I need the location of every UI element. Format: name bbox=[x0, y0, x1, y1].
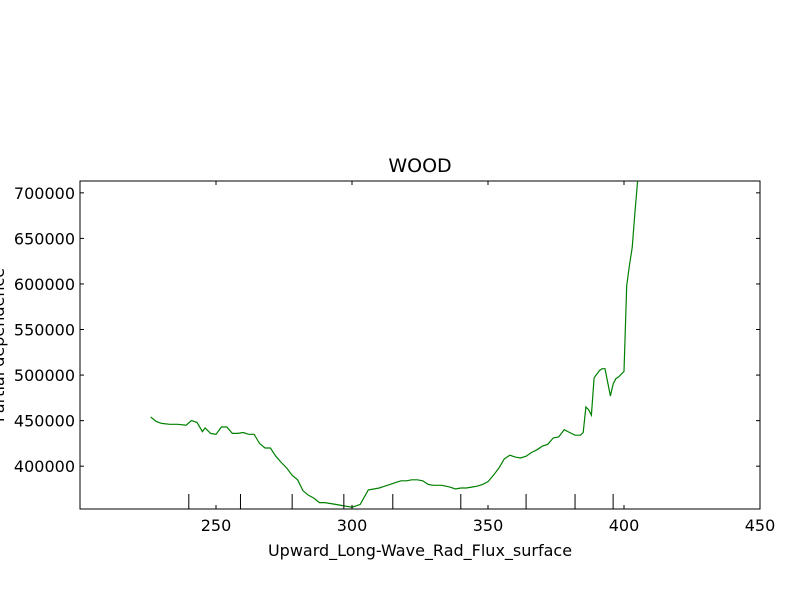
y-tick-label: 450000 bbox=[14, 412, 75, 431]
series-line bbox=[150, 181, 639, 508]
x-tick-label: 450 bbox=[745, 516, 776, 535]
chart-title: WOOD bbox=[388, 155, 451, 177]
plot-area bbox=[79, 180, 761, 510]
y-tick-label: 400000 bbox=[14, 457, 75, 476]
x-tick-label: 400 bbox=[609, 516, 640, 535]
x-tick-label: 350 bbox=[473, 516, 504, 535]
y-tick-label: 600000 bbox=[14, 275, 75, 294]
y-tick-label: 550000 bbox=[14, 321, 75, 340]
y-tick-label: 500000 bbox=[14, 366, 75, 385]
x-tick-label: 300 bbox=[337, 516, 368, 535]
y-tick-label: 700000 bbox=[14, 184, 75, 203]
y-axis-title: Partial dependence bbox=[0, 268, 8, 422]
y-tick-label: 650000 bbox=[14, 229, 75, 248]
x-axis-title: Upward_Long-Wave_Rad_Flux_surface bbox=[268, 541, 572, 561]
x-tick-label: 250 bbox=[201, 516, 232, 535]
